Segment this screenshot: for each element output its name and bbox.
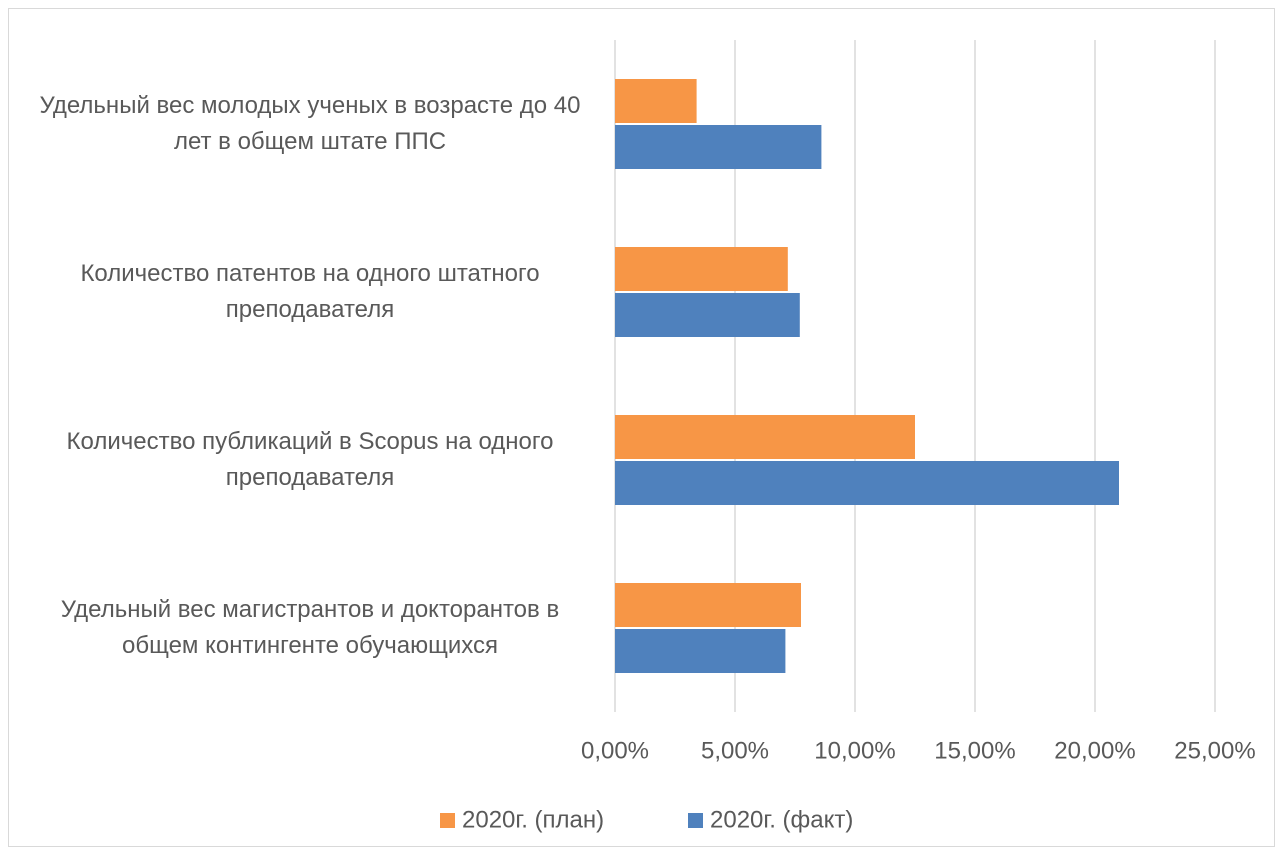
legend-swatch [688,813,703,828]
category-label: Количество публикаций в Scopus на одного… [66,428,554,491]
bar [615,293,800,337]
x-tick-label: 25,00% [1174,737,1255,764]
legend-swatch [440,813,455,828]
category-label: Количество патентов на одного штатного п… [80,260,540,323]
bar [615,247,788,291]
x-tick-label: 5,00% [701,737,769,764]
bar [615,125,822,169]
bar [615,583,801,627]
x-tick-label: 15,00% [934,737,1015,764]
x-tick-label: 0,00% [581,737,649,764]
bar [615,79,697,123]
bar [615,461,1119,505]
x-tick-label: 20,00% [1054,737,1135,764]
category-label: Удельный вес молодых ученых в возрасте д… [39,92,581,155]
legend-label: 2020г. (план) [462,806,604,833]
bar [615,415,915,459]
bar [615,629,786,673]
legend-label: 2020г. (факт) [710,806,853,833]
x-tick-label: 10,00% [814,737,895,764]
category-label: Удельный вес магистрантов и докторантов … [60,596,560,659]
